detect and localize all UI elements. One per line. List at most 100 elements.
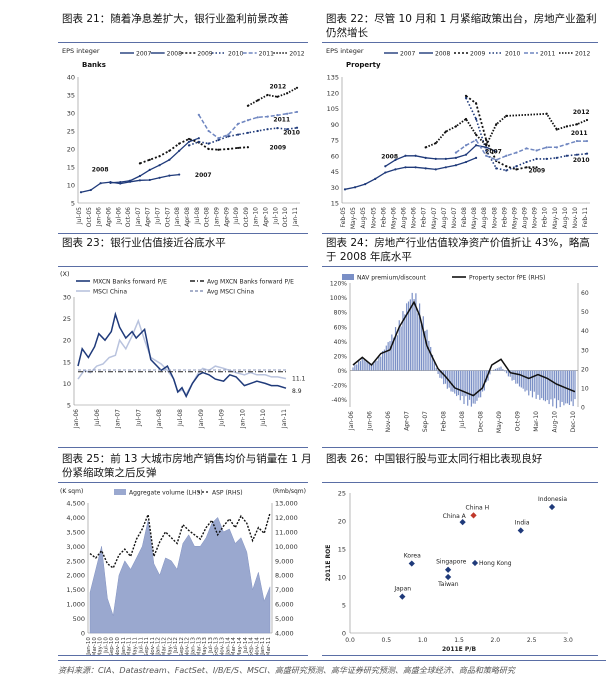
y-tick-label: 20 (338, 518, 346, 526)
data-point-2009 (178, 142, 181, 145)
data-point-2011 (515, 151, 518, 154)
scatter-point-taiwan (444, 573, 452, 581)
series-annotation: 2008 (381, 153, 398, 160)
bar-nav-premium (415, 293, 417, 371)
series-line-2012 (425, 112, 588, 149)
y2-tick-label: 20 (581, 366, 589, 373)
data-point-2011 (565, 143, 568, 146)
x-tick-label: Oct-07 (164, 207, 171, 227)
y-tick-label: 3,000 (66, 543, 85, 551)
series-line-fpe (352, 300, 576, 397)
x-tick-label: Jan-11 (281, 409, 288, 429)
bar-nav-premium (419, 303, 421, 371)
data-point-2011 (545, 146, 548, 149)
x-tick-label: Sep-11 (144, 637, 150, 656)
bar-nav-premium (542, 370, 545, 401)
bar-nav-premium (474, 370, 476, 404)
y-tick-label: 15 (338, 546, 346, 554)
series-line-2009 (139, 137, 248, 165)
data-point-2009 (464, 94, 468, 97)
data-point-2011 (575, 139, 579, 143)
x-tick-label: May-09 (511, 207, 518, 229)
series-annotation: 2012 (270, 84, 287, 91)
y-tick-label: 0% (337, 368, 347, 375)
y-tick-label: 100% (330, 295, 347, 302)
data-point-2009 (485, 138, 488, 142)
bar-nav-premium (387, 342, 389, 371)
data-point-2010 (535, 157, 538, 160)
series-line-2008 (110, 137, 200, 184)
x-tick-label: Apr-07 (404, 411, 411, 431)
bar-nav-premium (550, 370, 552, 400)
x-tick-label: Jul-10 (103, 637, 109, 654)
data-point-2011 (585, 139, 589, 143)
series-annotation: 2009 (529, 168, 546, 175)
y-tick-label: 35 (67, 92, 75, 100)
bar-nav-premium (430, 346, 432, 371)
bar-nav-premium (476, 370, 478, 401)
x-tick-label: Aug-10 (562, 207, 569, 229)
x-tick-label: Jan-07 (115, 409, 122, 429)
data-point-2010 (197, 140, 200, 143)
y-tick-label: 80% (334, 310, 348, 317)
y-axis-unit: (X) (60, 270, 70, 278)
data-point-2012 (256, 99, 259, 102)
series-line (77, 311, 287, 399)
bar-nav-premium (400, 326, 402, 371)
x-tick-label: Jan-10 (86, 637, 92, 656)
x-tick-label: Oct-09 (243, 207, 250, 227)
legend-label: 2009 (197, 51, 212, 58)
data-point-2012 (266, 93, 269, 97)
data-point-2010 (266, 128, 269, 131)
x-tick-label: Mar-12 (161, 637, 167, 656)
bar-nav-premium (524, 370, 526, 392)
y2-tick-label: 30 (581, 347, 589, 354)
x-tick-label: Sep-07 (422, 411, 429, 432)
point-label: Hong Kong (479, 560, 512, 567)
bar-nav-premium (439, 370, 441, 378)
data-point-2008 (197, 137, 200, 140)
data-point-2007 (89, 188, 92, 192)
data-point-2007 (394, 168, 397, 171)
y-tick-label: 10 (63, 380, 71, 388)
x-tick-label: Apr-08 (184, 207, 191, 227)
x-tick-label: Jan-08 (174, 207, 181, 227)
series-line-2010 (188, 127, 298, 147)
data-point-2010 (555, 156, 558, 159)
bar-nav-premium (539, 370, 541, 400)
data-point-2012 (444, 130, 447, 133)
area-aggregate-volume (89, 516, 271, 634)
bar-nav-premium (383, 349, 386, 371)
x-tick-label: Feb-05 (340, 207, 347, 228)
y-tick-label: 40% (334, 339, 348, 346)
data-point-2009 (535, 166, 538, 169)
data-point-2010 (256, 129, 259, 133)
bar-nav-premium (424, 330, 426, 371)
y2-tick-label: 5,000 (275, 615, 294, 623)
y-tick-label: 45 (331, 168, 339, 176)
bar-nav-premium (494, 368, 497, 371)
legend-label: 2010 (505, 51, 520, 58)
data-point-2012 (434, 142, 437, 145)
data-point-2010 (276, 127, 279, 130)
bar-nav-premium (552, 370, 554, 407)
y2-tick-label: 12,000 (275, 514, 298, 522)
data-point-2009 (207, 147, 210, 151)
bar-nav-premium (382, 351, 384, 371)
data-point-2008 (474, 144, 478, 147)
data-point-2009 (236, 146, 240, 150)
series-line-2012 (247, 87, 298, 107)
x-tick-label: Nov-06 (385, 411, 392, 433)
data-point-2011 (266, 115, 269, 118)
x-tick-label: May-12 (167, 637, 173, 656)
data-point-2012 (474, 133, 478, 136)
series-line-2009 (465, 95, 537, 171)
data-point-2010 (515, 165, 518, 168)
x-tick-label: Apr-07 (145, 207, 152, 227)
chart-subtitle: Property (346, 61, 381, 69)
bar-nav-premium (568, 370, 571, 406)
series-annotation: 2009 (270, 145, 287, 152)
bar-nav-premium (463, 370, 465, 405)
data-point-2007 (79, 191, 83, 194)
x-tick-label: 2.0 (491, 637, 501, 644)
